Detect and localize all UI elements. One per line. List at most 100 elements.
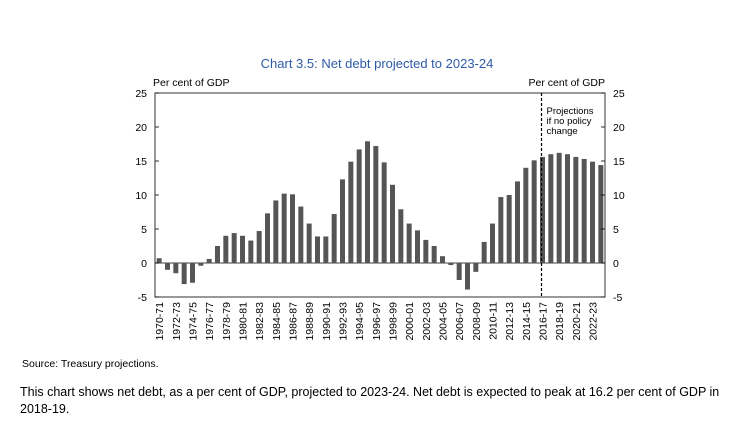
x-tick-label: 1980-81 bbox=[238, 302, 250, 341]
x-tick-label: 1984-85 bbox=[271, 302, 283, 341]
bar-1990-91 bbox=[323, 236, 329, 263]
x-tick-label: 2012-13 bbox=[504, 302, 516, 341]
bar-1979-80 bbox=[231, 233, 237, 263]
y-tick-label-left: 10 bbox=[135, 190, 147, 202]
bar-1998-99 bbox=[390, 184, 395, 263]
bar-2010-11 bbox=[490, 223, 495, 263]
bar-2021-22 bbox=[581, 158, 587, 263]
annotation-line: Projections bbox=[547, 106, 594, 117]
bar-2005-06 bbox=[448, 263, 454, 266]
x-tick-label: 1986-87 bbox=[288, 302, 300, 341]
x-tick-label: 2014-15 bbox=[521, 302, 533, 341]
bar-2023-24 bbox=[598, 165, 604, 263]
x-axis: 1970-71 1972-73 1974-75 1976-77 1978-79 1980-… bbox=[154, 302, 599, 341]
x-tick-label: 2016-17 bbox=[538, 302, 550, 341]
bar-2004-05 bbox=[440, 256, 445, 263]
bar-2011-12 bbox=[498, 197, 504, 263]
bar-2000-01 bbox=[406, 223, 412, 263]
bar-2016-17 bbox=[540, 156, 545, 263]
chart-description: This chart shows net debt, as a per cent… bbox=[20, 385, 720, 416]
bar-2012-13 bbox=[506, 195, 512, 263]
bar-1993-94 bbox=[348, 161, 354, 263]
y-axis-label-right: Per cent of GDP bbox=[529, 77, 605, 89]
x-tick-label: 2018-19 bbox=[554, 302, 566, 341]
y-tick-label-right: 15 bbox=[613, 156, 625, 168]
bar-1978-79 bbox=[223, 235, 229, 263]
bar-1999-00 bbox=[398, 209, 404, 263]
x-tick-label: 1988-89 bbox=[304, 302, 316, 341]
x-tick-label: 1978-79 bbox=[221, 302, 233, 341]
bar-2009-10 bbox=[481, 241, 487, 263]
bar-1976-77 bbox=[206, 258, 212, 263]
x-tick-label: 2006-07 bbox=[454, 302, 466, 341]
x-tick-label: 1990-91 bbox=[321, 302, 333, 341]
bar-2013-14 bbox=[515, 181, 520, 263]
y-tick-label-left: 15 bbox=[135, 156, 147, 168]
bar-1986-87 bbox=[290, 194, 295, 263]
bar-1977-78 bbox=[215, 246, 220, 263]
y-tick-label-right: 25 bbox=[613, 88, 625, 100]
x-tick-label: 1994-95 bbox=[354, 302, 366, 341]
bar-2014-15 bbox=[523, 167, 529, 263]
bar-1971-72 bbox=[165, 263, 170, 270]
y-tick-label-right: 0 bbox=[613, 258, 619, 270]
bar-2017-18 bbox=[548, 154, 554, 263]
bar-2015-16 bbox=[531, 160, 537, 263]
x-tick-label: 1974-75 bbox=[188, 302, 200, 341]
x-tick-label: 2010-11 bbox=[488, 302, 500, 340]
annotation-line: if no policy bbox=[547, 116, 592, 127]
bar-1975-76 bbox=[198, 263, 204, 266]
plot-frame bbox=[154, 92, 606, 298]
bar-1989-90 bbox=[315, 236, 320, 263]
x-tick-label: 2022-23 bbox=[588, 302, 600, 341]
bar-2007-08 bbox=[465, 263, 470, 290]
y-tick-label-right: 5 bbox=[613, 224, 619, 236]
bar-1987-88 bbox=[298, 206, 304, 263]
bar-1994-95 bbox=[356, 149, 362, 263]
y-tick-label-right: -5 bbox=[613, 292, 622, 304]
bars-group bbox=[156, 141, 604, 290]
bar-1983-84 bbox=[265, 213, 270, 263]
y-tick-label-left: -5 bbox=[138, 292, 147, 304]
x-tick-label: 2020-21 bbox=[571, 302, 583, 341]
x-tick-label: 1976-77 bbox=[204, 302, 216, 341]
bar-1996-97 bbox=[373, 146, 379, 263]
bar-1995-96 bbox=[365, 141, 370, 263]
y-axis-right: 25 20 15 10 5 0 -5 bbox=[601, 88, 625, 304]
x-tick-label: 2002-03 bbox=[421, 302, 433, 341]
x-tick-label: 1982-83 bbox=[254, 302, 266, 341]
bar-1981-82 bbox=[248, 240, 254, 263]
bar-1973-74 bbox=[181, 263, 187, 285]
y-tick-label-left: 5 bbox=[141, 224, 147, 236]
plot-border bbox=[154, 92, 606, 298]
bar-1991-92 bbox=[331, 214, 337, 263]
x-tick-label: 1998-99 bbox=[388, 302, 400, 341]
bar-1988-89 bbox=[306, 223, 312, 263]
x-tick-label: 1970-71 bbox=[154, 302, 166, 341]
x-tick-label: 1972-73 bbox=[171, 302, 183, 341]
bar-2001-02 bbox=[415, 230, 420, 263]
source-note: Source: Treasury projections. bbox=[22, 358, 159, 370]
bar-1984-85 bbox=[273, 200, 279, 263]
y-tick-label-left: 0 bbox=[141, 258, 147, 270]
bar-2019-20 bbox=[565, 154, 570, 263]
y-tick-label-left: 20 bbox=[135, 122, 147, 134]
bar-1970-71 bbox=[156, 258, 162, 263]
y-tick-label-left: 25 bbox=[135, 88, 147, 100]
bar-chart: 25 20 15 10 5 0 -5 25 20 15 10 5 0 -5 1970-71 1972-73… bbox=[135, 77, 625, 341]
bar-2006-07 bbox=[456, 263, 462, 280]
x-tick-label: 2008-09 bbox=[471, 302, 483, 341]
y-tick-label-right: 10 bbox=[613, 190, 625, 202]
bar-1974-75 bbox=[190, 263, 195, 283]
bar-1997-98 bbox=[381, 162, 387, 263]
bar-2002-03 bbox=[423, 239, 429, 263]
bar-2018-19 bbox=[556, 152, 562, 263]
bar-2020-21 bbox=[573, 156, 579, 263]
bar-1972-73 bbox=[173, 263, 179, 274]
bar-1992-93 bbox=[340, 179, 345, 263]
x-tick-label: 2000-01 bbox=[404, 302, 416, 341]
chart-title: Chart 3.5: Net debt projected to 2023-24 bbox=[260, 56, 494, 71]
bar-2022-23 bbox=[590, 161, 595, 263]
bar-1982-83 bbox=[256, 231, 262, 263]
